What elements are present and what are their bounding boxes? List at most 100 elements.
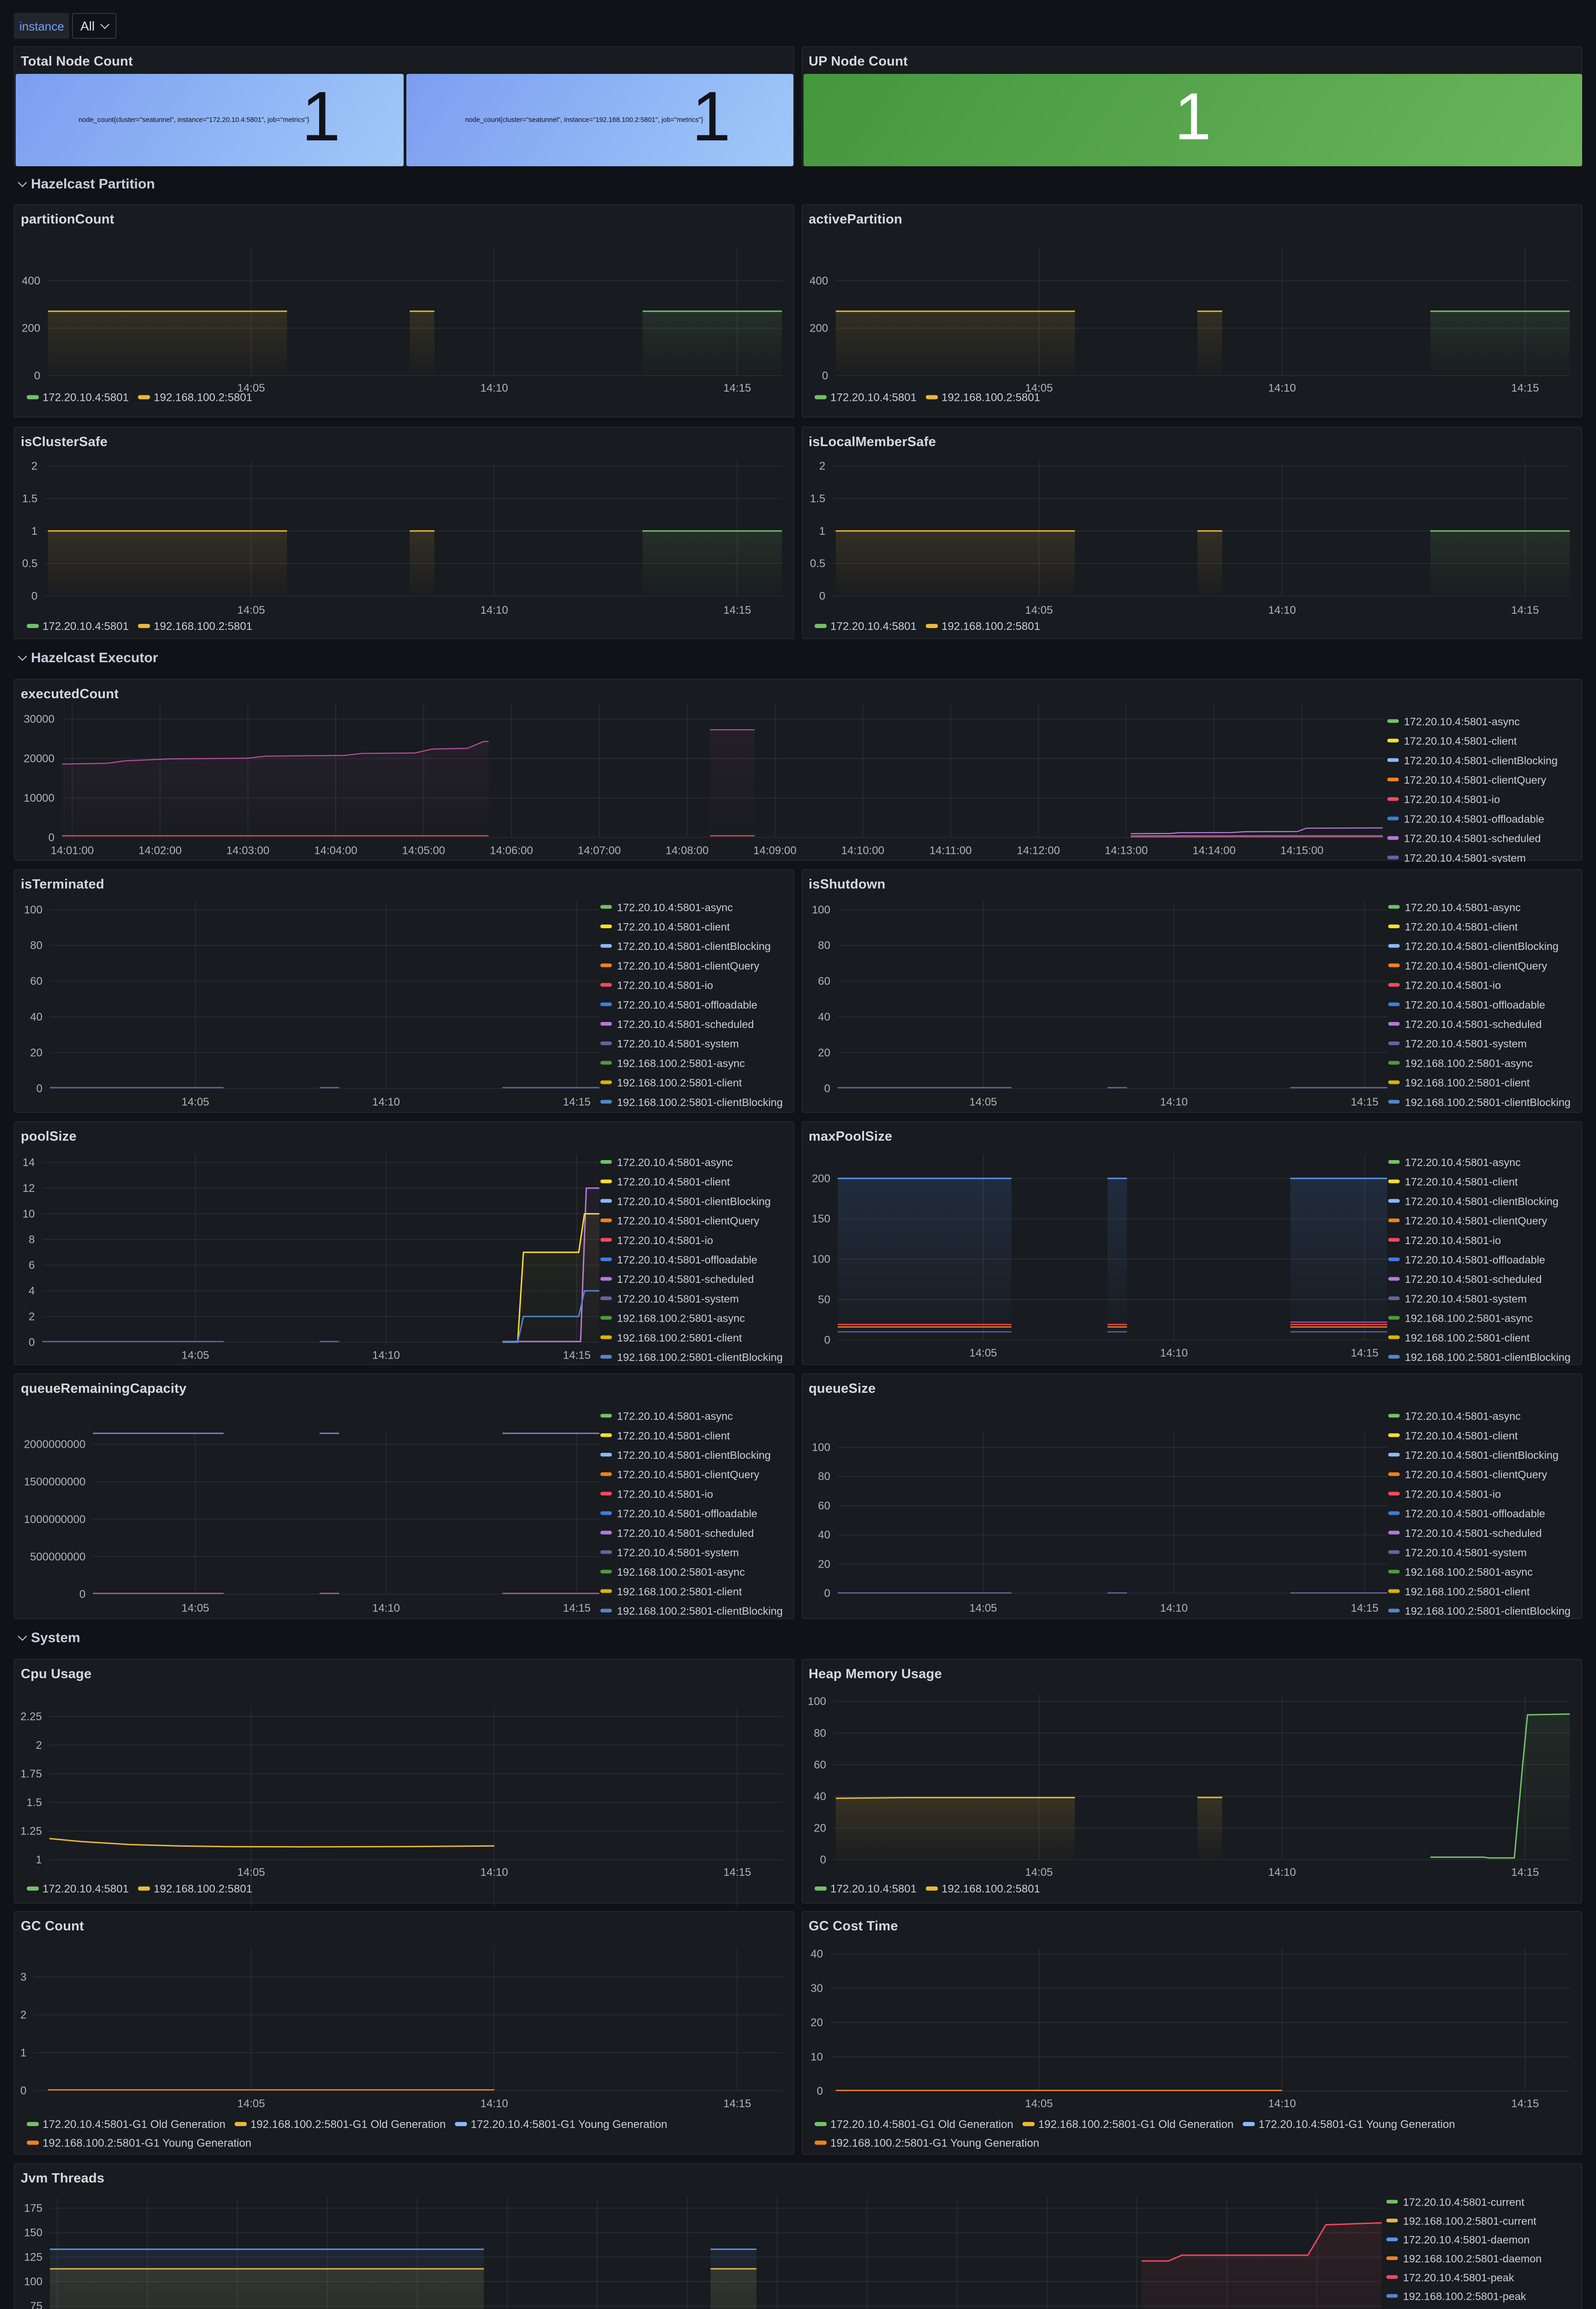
svg-text:1.25: 1.25: [20, 1825, 42, 1838]
svg-text:172.20.10.4:5801-system: 172.20.10.4:5801-system: [617, 1037, 739, 1049]
svg-text:175: 175: [24, 2203, 42, 2215]
svg-text:14:15: 14:15: [723, 604, 751, 616]
svg-text:172.20.10.4:5801-system: 172.20.10.4:5801-system: [1405, 1547, 1527, 1559]
svg-text:0: 0: [824, 1588, 830, 1600]
svg-text:150: 150: [812, 1213, 830, 1225]
svg-text:14:11:00: 14:11:00: [930, 844, 972, 857]
svg-text:172.20.10.4:5801-clientBlockin: 172.20.10.4:5801-clientBlocking: [617, 1450, 771, 1462]
svg-text:172.20.10.4:5801-scheduled: 172.20.10.4:5801-scheduled: [617, 1528, 754, 1540]
svg-text:3: 3: [20, 1971, 26, 1984]
svg-text:14:15: 14:15: [1511, 604, 1539, 616]
svg-text:14:03:00: 14:03:00: [226, 844, 269, 857]
svg-text:14:10: 14:10: [1268, 381, 1296, 394]
svg-text:14:05:00: 14:05:00: [402, 844, 445, 857]
svg-text:172.20.10.4:5801-scheduled: 172.20.10.4:5801-scheduled: [617, 1273, 754, 1285]
svg-text:60: 60: [818, 975, 830, 987]
svg-text:14: 14: [23, 1156, 35, 1169]
svg-text:14:15:00: 14:15:00: [1280, 844, 1323, 857]
svg-text:14:10: 14:10: [1160, 1347, 1188, 1359]
svg-text:172.20.10.4:5801-async: 172.20.10.4:5801-async: [1405, 901, 1521, 913]
svg-text:14:09:00: 14:09:00: [753, 844, 796, 857]
svg-text:14:13:00: 14:13:00: [1105, 844, 1148, 857]
svg-text:172.20.10.4:5801-client: 172.20.10.4:5801-client: [1405, 920, 1518, 932]
svg-text:172.20.10.4:5801-io: 172.20.10.4:5801-io: [617, 1234, 713, 1246]
svg-text:192.168.100.2:5801: 192.168.100.2:5801: [942, 1883, 1040, 1895]
svg-text:14:15: 14:15: [723, 1866, 751, 1879]
svg-text:172.20.10.4:5801-system: 172.20.10.4:5801-system: [1405, 1293, 1527, 1305]
svg-text:14:10: 14:10: [372, 1602, 400, 1615]
svg-text:172.20.10.4:5801-client: 172.20.10.4:5801-client: [1405, 1430, 1518, 1442]
svg-text:172.20.10.4:5801-clientBlockin: 172.20.10.4:5801-clientBlocking: [1405, 940, 1559, 952]
svg-text:40: 40: [818, 1529, 830, 1541]
svg-text:14:15: 14:15: [1511, 2098, 1539, 2110]
svg-text:14:15: 14:15: [723, 2098, 751, 2110]
svg-text:172.20.10.4:5801-io: 172.20.10.4:5801-io: [1405, 1234, 1501, 1246]
svg-text:14:05: 14:05: [237, 604, 265, 616]
svg-text:14:15: 14:15: [723, 381, 751, 394]
svg-text:0: 0: [20, 2085, 26, 2097]
svg-text:40: 40: [30, 1010, 42, 1023]
svg-text:14:05: 14:05: [181, 1602, 209, 1615]
svg-text:192.168.100.2:5801-client: 192.168.100.2:5801-client: [1405, 1586, 1530, 1598]
svg-text:172.20.10.4:5801-clientQuery: 172.20.10.4:5801-clientQuery: [1405, 1469, 1547, 1481]
svg-text:100: 100: [808, 1695, 826, 1708]
svg-text:14:06:00: 14:06:00: [490, 844, 533, 857]
svg-text:20: 20: [818, 1046, 830, 1059]
svg-text:30: 30: [810, 1983, 823, 1995]
svg-text:172.20.10.4:5801-client: 172.20.10.4:5801-client: [617, 1176, 730, 1188]
svg-text:0: 0: [29, 1336, 35, 1348]
svg-text:172.20.10.4:5801-io: 172.20.10.4:5801-io: [617, 1488, 713, 1500]
svg-text:0: 0: [824, 1082, 830, 1094]
svg-text:172.20.10.4:5801: 172.20.10.4:5801: [830, 391, 917, 404]
svg-text:172.20.10.4:5801: 172.20.10.4:5801: [42, 391, 129, 404]
svg-text:14:10: 14:10: [480, 1866, 508, 1879]
svg-text:192.168.100.2:5801-clientBlock: 192.168.100.2:5801-clientBlocking: [1405, 1351, 1571, 1363]
svg-text:192.168.100.2:5801-async: 192.168.100.2:5801-async: [1405, 1312, 1533, 1324]
svg-text:172.20.10.4:5801-io: 172.20.10.4:5801-io: [1405, 1488, 1501, 1500]
svg-text:172.20.10.4:5801-peak: 172.20.10.4:5801-peak: [1403, 2272, 1514, 2284]
svg-text:192.168.100.2:5801-G1 Old Gene: 192.168.100.2:5801-G1 Old Generation: [1038, 2119, 1233, 2131]
svg-text:20: 20: [814, 1822, 826, 1834]
svg-text:14:10:00: 14:10:00: [841, 844, 884, 857]
svg-text:172.20.10.4:5801-offloadable: 172.20.10.4:5801-offloadable: [617, 1254, 757, 1266]
svg-text:192.168.100.2:5801: 192.168.100.2:5801: [942, 620, 1040, 633]
svg-text:1: 1: [20, 2047, 26, 2060]
svg-text:75: 75: [30, 2301, 42, 2309]
svg-text:192.168.100.2:5801-current: 192.168.100.2:5801-current: [1403, 2215, 1536, 2227]
svg-text:192.168.100.2:5801-async: 192.168.100.2:5801-async: [617, 1057, 745, 1069]
svg-text:14:08:00: 14:08:00: [665, 844, 708, 857]
svg-text:10: 10: [810, 2051, 823, 2064]
svg-text:172.20.10.4:5801-clientQuery: 172.20.10.4:5801-clientQuery: [617, 1469, 759, 1481]
svg-text:192.168.100.2:5801-clientBlock: 192.168.100.2:5801-clientBlocking: [617, 1096, 783, 1108]
svg-text:172.20.10.4:5801-async: 172.20.10.4:5801-async: [1405, 1410, 1521, 1422]
svg-text:172.20.10.4:5801-clientBlockin: 172.20.10.4:5801-clientBlocking: [1405, 1195, 1559, 1207]
svg-text:172.20.10.4:5801-G1 Young Gene: 172.20.10.4:5801-G1 Young Generation: [471, 2119, 667, 2131]
svg-text:14:12:00: 14:12:00: [1017, 844, 1060, 857]
svg-text:172.20.10.4:5801: 172.20.10.4:5801: [830, 620, 917, 633]
svg-text:172.20.10.4:5801-async: 172.20.10.4:5801-async: [1404, 715, 1520, 727]
svg-text:400: 400: [22, 274, 40, 287]
svg-text:192.168.100.2:5801-G1 Young Ge: 192.168.100.2:5801-G1 Young Generation: [42, 2137, 251, 2150]
svg-text:0.5: 0.5: [22, 557, 37, 570]
svg-text:14:15: 14:15: [1511, 381, 1539, 394]
svg-text:14:10: 14:10: [372, 1095, 400, 1108]
svg-text:20000: 20000: [24, 752, 54, 765]
svg-text:60: 60: [814, 1759, 826, 1771]
svg-text:172.20.10.4:5801-system: 172.20.10.4:5801-system: [1404, 852, 1526, 863]
svg-text:192.168.100.2:5801-G1 Young Ge: 192.168.100.2:5801-G1 Young Generation: [830, 2137, 1039, 2150]
svg-text:172.20.10.4:5801-client: 172.20.10.4:5801-client: [1404, 735, 1517, 747]
svg-text:14:05: 14:05: [1025, 381, 1053, 394]
svg-text:172.20.10.4:5801-io: 172.20.10.4:5801-io: [1404, 793, 1500, 805]
svg-text:0: 0: [31, 590, 37, 602]
svg-text:14:10: 14:10: [1268, 604, 1296, 616]
svg-text:192.168.100.2:5801-clientBlock: 192.168.100.2:5801-clientBlocking: [1405, 1605, 1571, 1617]
svg-text:14:05: 14:05: [969, 1347, 997, 1359]
svg-text:1.5: 1.5: [22, 492, 37, 505]
svg-text:172.20.10.4:5801-offloadable: 172.20.10.4:5801-offloadable: [1405, 1254, 1545, 1266]
svg-text:14:15: 14:15: [563, 1349, 591, 1361]
svg-text:14:07:00: 14:07:00: [578, 844, 621, 857]
svg-text:200: 200: [810, 322, 828, 334]
svg-text:172.20.10.4:5801-clientBlockin: 172.20.10.4:5801-clientBlocking: [1404, 754, 1558, 766]
svg-text:6: 6: [29, 1259, 35, 1271]
svg-text:14:10: 14:10: [1160, 1095, 1188, 1108]
